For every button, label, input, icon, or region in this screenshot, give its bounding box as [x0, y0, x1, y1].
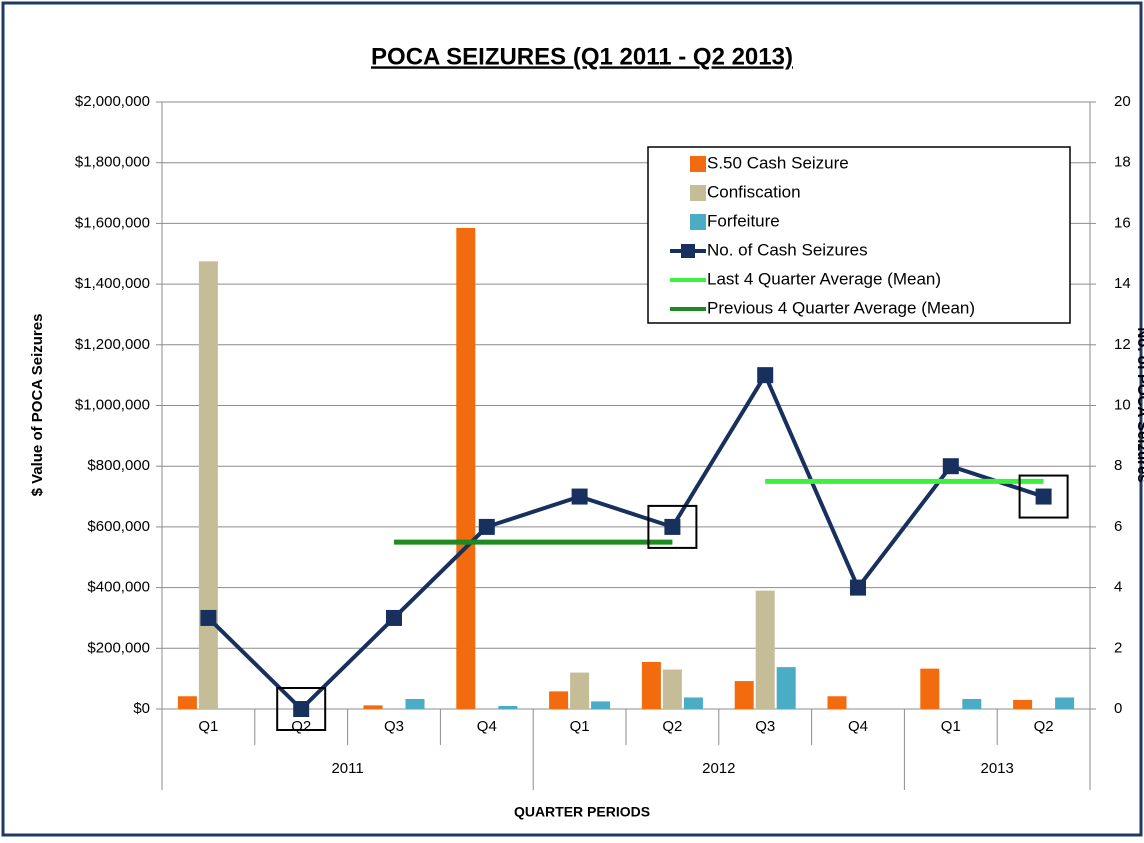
legend-marker [681, 244, 695, 258]
y-tick-label: $2,000,000 [75, 93, 150, 110]
y-tick-label: $1,800,000 [75, 154, 150, 171]
bar [198, 261, 218, 709]
y-tick-label: $1,000,000 [75, 396, 150, 413]
y-tick-label: $0 [133, 700, 150, 717]
line-marker [757, 367, 774, 384]
x-tick-label: Q4 [848, 718, 868, 735]
y2-tick-label: 14 [1114, 275, 1131, 292]
x-tick-label: Q4 [477, 718, 497, 735]
bar [498, 705, 518, 709]
x-tick-label: Q2 [662, 718, 682, 735]
y-tick-label: $1,400,000 [75, 275, 150, 292]
x-group-label: 2013 [981, 760, 1014, 777]
x-tick-label: Q1 [570, 718, 590, 735]
y-tick-label: $600,000 [87, 518, 150, 535]
bar [683, 697, 703, 709]
y-tick-label: $800,000 [87, 457, 150, 474]
y-tick-label: $1,200,000 [75, 336, 150, 353]
legend-label: Last 4 Quarter Average (Mean) [707, 269, 941, 288]
line-marker [571, 488, 588, 505]
x-axis-label: QUARTER PERIODS [514, 804, 650, 820]
y-axis-label: $ Value of POCA Seizures [29, 314, 46, 497]
y-tick-label: $1,600,000 [75, 214, 150, 231]
bar [962, 698, 982, 709]
y2-tick-label: 4 [1114, 579, 1122, 596]
bar [776, 667, 796, 709]
legend-label: S.50 Cash Seizure [707, 153, 849, 172]
bar [827, 696, 847, 709]
legend-swatch [690, 214, 706, 230]
y2-tick-label: 18 [1114, 154, 1131, 171]
line-marker [200, 609, 217, 626]
line-marker [1035, 488, 1052, 505]
highlight-box [276, 687, 327, 731]
legend-label: Forfeiture [707, 211, 780, 230]
y2-tick-label: 6 [1114, 518, 1122, 535]
bar [405, 698, 425, 709]
line-marker [386, 609, 402, 626]
legend-label: Previous 4 Quarter Average (Mean) [707, 298, 975, 317]
x-tick-label: Q2 [1034, 718, 1054, 735]
y2-tick-label: 0 [1114, 700, 1122, 717]
bar [591, 701, 611, 709]
y2-tick-label: 10 [1114, 396, 1131, 413]
y-tick-label: $200,000 [87, 639, 150, 656]
bar [177, 696, 197, 709]
bar [1055, 697, 1075, 709]
y2-tick-label: 12 [1114, 336, 1131, 353]
highlight-box [1018, 474, 1069, 519]
y-tick-label: $400,000 [87, 579, 150, 596]
bar [920, 668, 940, 709]
bar [549, 691, 569, 709]
x-group-label: 2012 [702, 760, 735, 777]
y2-axis-label: No. of POCA Seizures [1134, 327, 1144, 482]
x-tick-label: Q3 [384, 718, 404, 735]
x-tick-label: Q2 [291, 718, 311, 735]
legend-swatch [690, 185, 706, 201]
bar [734, 681, 754, 709]
y2-tick-label: 16 [1114, 214, 1131, 231]
bar [662, 669, 682, 709]
line-series [206, 370, 1045, 712]
legend-box [647, 146, 1071, 324]
y2-tick-label: 20 [1114, 93, 1131, 110]
bar [755, 590, 775, 709]
bar [641, 661, 661, 709]
x-group-label: 2011 [331, 760, 363, 777]
bar [1013, 699, 1033, 709]
bar [363, 705, 383, 709]
x-tick-label: Q3 [755, 718, 775, 735]
legend-label: Confiscation [707, 182, 801, 201]
bar [456, 227, 476, 709]
x-tick-label: Q1 [198, 718, 218, 735]
y2-tick-label: 2 [1114, 639, 1122, 656]
line-marker [478, 518, 495, 535]
line-marker [850, 579, 866, 596]
line-marker [664, 518, 681, 535]
line-marker [293, 701, 310, 717]
legend-label: No. of Cash Seizures [707, 240, 868, 259]
y2-tick-label: 8 [1114, 457, 1122, 474]
chart-title: POCA SEIZURES (Q1 2011 - Q2 2013) [371, 43, 793, 70]
highlight-box [647, 504, 698, 549]
x-tick-label: Q1 [941, 718, 961, 735]
legend-swatch [690, 156, 706, 172]
bar [570, 672, 590, 709]
line-marker [942, 458, 959, 475]
